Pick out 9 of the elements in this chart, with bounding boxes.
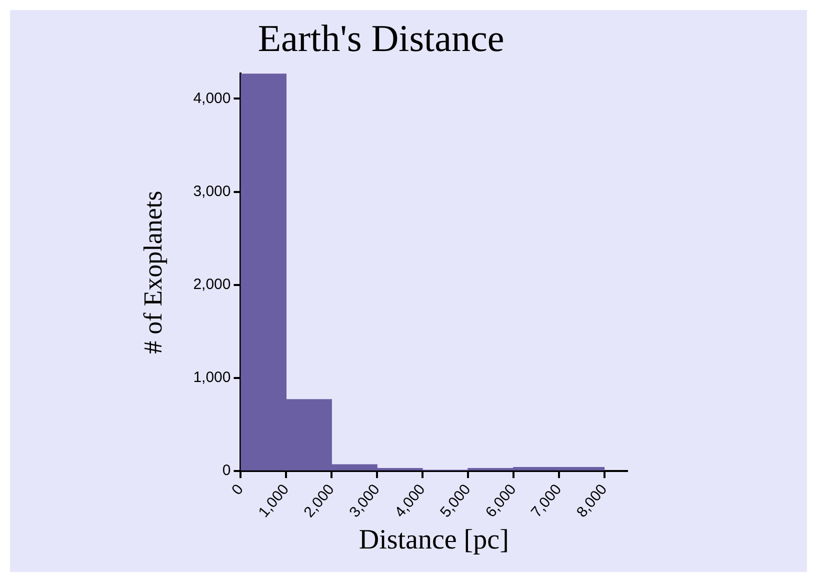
x-tick-label: 0 <box>228 481 247 498</box>
chart-title: Earth's Distance <box>258 18 504 60</box>
y-tick-label: 3,000 <box>193 182 231 200</box>
x-axis-title: Distance [pc] <box>358 524 509 556</box>
y-tick-label: 1,000 <box>193 369 231 386</box>
y-tick-label: 2,000 <box>193 276 231 294</box>
y-tick-label: 0 <box>222 462 231 480</box>
y-tick-label: 4,000 <box>193 90 231 107</box>
y-axis-title: # of Exoplanets <box>138 190 168 354</box>
